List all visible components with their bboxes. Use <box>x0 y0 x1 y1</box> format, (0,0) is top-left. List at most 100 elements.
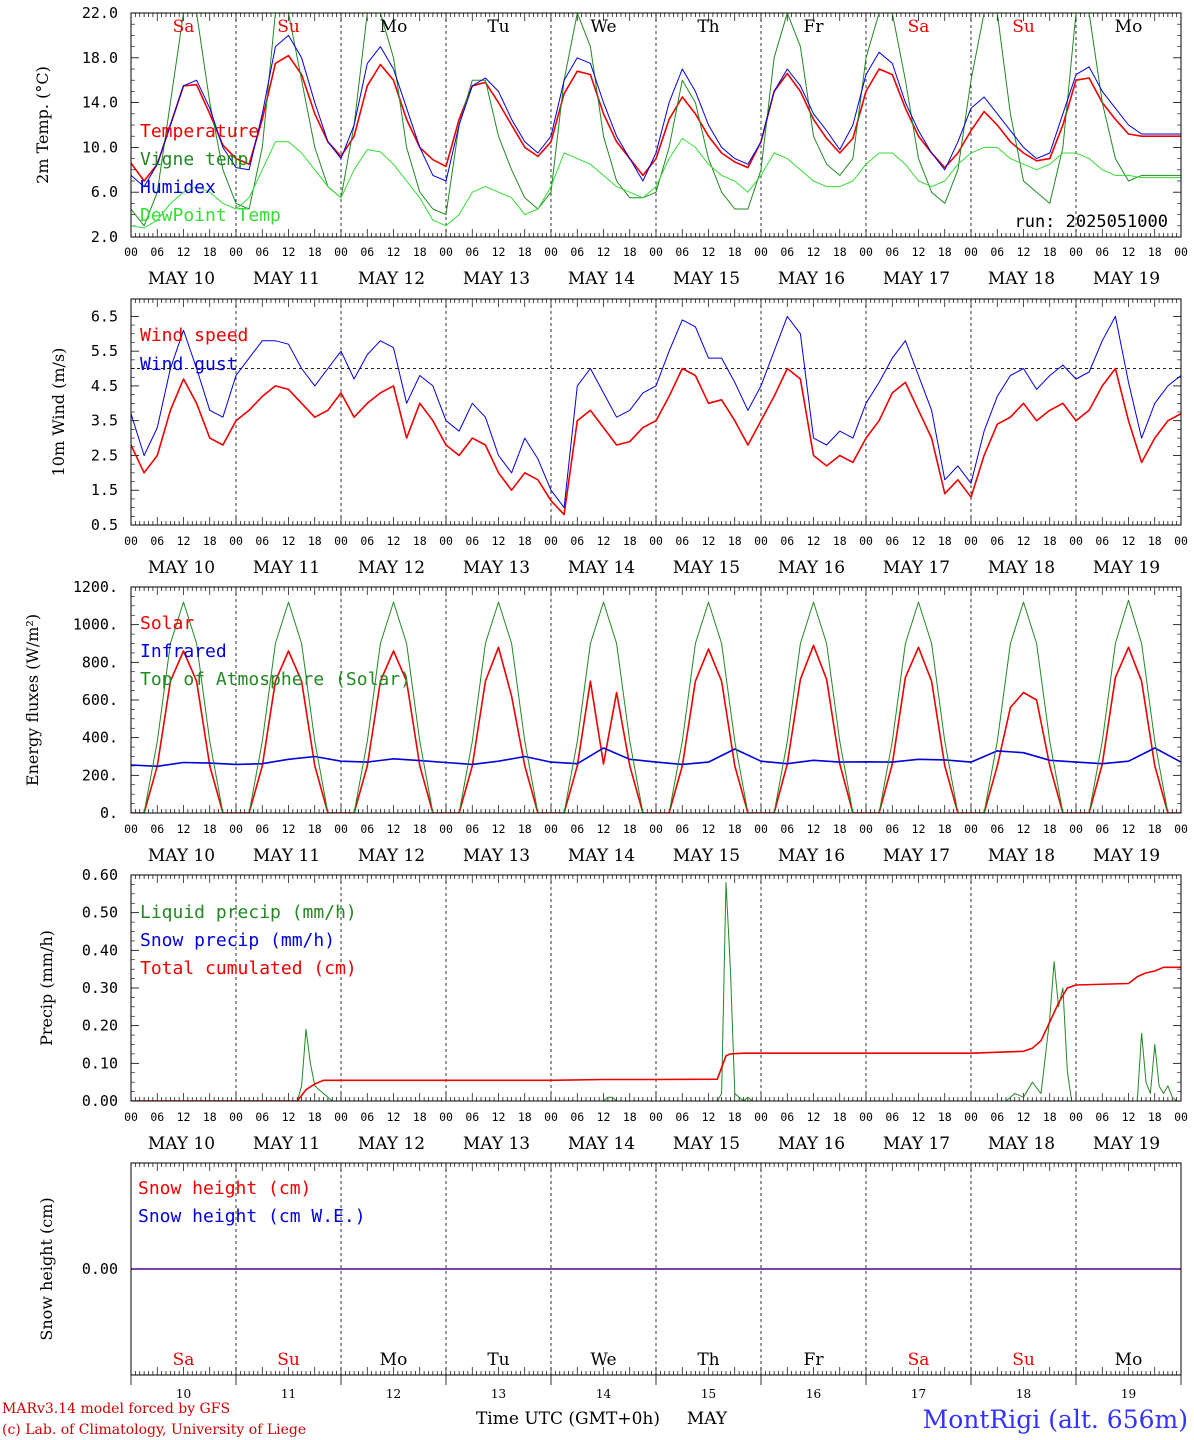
date-label: MAY 12 <box>358 846 425 866</box>
hour-tick-label: 18 <box>1148 534 1162 548</box>
hour-tick-label: 12 <box>492 822 506 836</box>
date-label: MAY 15 <box>673 269 740 289</box>
day-number: 17 <box>911 1387 926 1401</box>
hour-tick-label: 00 <box>754 534 768 548</box>
hour-tick-label: 06 <box>255 534 269 548</box>
hour-tick-label: 12 <box>177 822 191 836</box>
legend-entry: Humidex <box>140 177 216 198</box>
hour-tick-label: 00 <box>334 245 348 259</box>
hour-tick-label: 00 <box>1174 822 1188 836</box>
legend-entry: Solar <box>140 613 194 634</box>
y-tick-label: 18.0 <box>82 49 118 67</box>
hour-tick-label: 18 <box>308 1110 322 1124</box>
legend-entry: Snow height (cm W.E.) <box>138 1206 366 1227</box>
legend-entry: Snow precip (mm/h) <box>140 930 335 951</box>
date-label: MAY 11 <box>253 1134 320 1154</box>
hour-tick-label: 06 <box>150 245 164 259</box>
hour-tick-label: 00 <box>1069 822 1083 836</box>
y-tick-label: 6.5 <box>91 307 118 325</box>
hour-tick-label: 00 <box>754 1110 768 1124</box>
run-label: run: 2025051000 <box>1014 212 1168 232</box>
series-line-dewpoint-temp <box>131 137 1181 229</box>
hour-tick-label: 00 <box>439 822 453 836</box>
hour-tick-label: 00 <box>439 245 453 259</box>
hour-tick-label: 12 <box>1017 534 1031 548</box>
station-label: MontRigi (alt. 656m) <box>923 1405 1188 1434</box>
hour-tick-label: 12 <box>492 534 506 548</box>
hour-tick-label: 06 <box>990 822 1004 836</box>
hour-tick-label: 18 <box>938 1110 952 1124</box>
date-label: MAY 11 <box>253 558 320 578</box>
hour-tick-label: 06 <box>570 534 584 548</box>
hour-tick-label: 12 <box>177 1110 191 1124</box>
series-line-humidex <box>131 34 1181 188</box>
hour-tick-label: 00 <box>334 822 348 836</box>
y-tick-label: 4.5 <box>91 377 118 395</box>
series-line-wind-speed <box>131 367 1181 516</box>
hour-tick-label: 18 <box>518 534 532 548</box>
hour-tick-label: 00 <box>649 822 663 836</box>
hour-tick-label: 12 <box>702 1110 716 1124</box>
hour-tick-label: 06 <box>360 534 374 548</box>
hour-tick-label: 12 <box>492 245 506 259</box>
series-line-wind-gust <box>131 315 1181 509</box>
hour-tick-label: 00 <box>229 245 243 259</box>
y-tick-label: 14.0 <box>82 94 118 112</box>
hour-tick-label: 12 <box>177 534 191 548</box>
hour-tick-label: 00 <box>334 534 348 548</box>
hour-tick-label: 12 <box>807 245 821 259</box>
hour-tick-label: 06 <box>360 1110 374 1124</box>
hour-tick-label: 12 <box>702 245 716 259</box>
hour-tick-label: 06 <box>570 245 584 259</box>
hour-tick-label: 00 <box>1174 534 1188 548</box>
hour-tick-label: 00 <box>1174 1110 1188 1124</box>
date-label: MAY 12 <box>358 269 425 289</box>
legend-entry: DewPoint Temp <box>140 205 281 226</box>
y-axis-title: 10m Wind (m/s) <box>49 348 68 477</box>
legend-entry: Temperature <box>140 121 259 142</box>
date-label: MAY 19 <box>1093 1134 1160 1154</box>
date-label: MAY 12 <box>358 558 425 578</box>
date-label: MAY 17 <box>883 1134 950 1154</box>
date-label: MAY 11 <box>253 846 320 866</box>
plot-frame <box>130 586 1182 814</box>
hour-tick-label: 06 <box>885 822 899 836</box>
hour-tick-label: 00 <box>544 245 558 259</box>
legend-entry: Total cumulated (cm) <box>140 958 357 979</box>
hour-tick-label: 18 <box>518 245 532 259</box>
hour-tick-label: 06 <box>150 1110 164 1124</box>
hour-tick-label: 00 <box>859 245 873 259</box>
legend-entry: Top of Atmosphere (Solar) <box>140 669 411 690</box>
x-ticks <box>130 13 1182 237</box>
hour-tick-label: 18 <box>833 1110 847 1124</box>
hour-tick-label: 18 <box>308 534 322 548</box>
hour-tick-label: 06 <box>255 245 269 259</box>
plot-frame <box>130 12 1182 238</box>
hour-tick-label: 18 <box>413 822 427 836</box>
weekday-label-bottom: Mo <box>380 1350 408 1370</box>
hour-tick-label: 00 <box>964 245 978 259</box>
hour-tick-label: 12 <box>387 1110 401 1124</box>
panel-precip: 0.00 0.10 0.20 0.30 0.40 0.50 0.60 Precip (mm/h… <box>37 866 1188 1154</box>
hour-tick-label: 12 <box>807 1110 821 1124</box>
y-tick-label: 0.60 <box>82 866 118 884</box>
hour-tick-label: 18 <box>413 534 427 548</box>
legend-entry: Wind gust <box>140 354 238 375</box>
date-label: MAY 13 <box>463 269 530 289</box>
y-tick-label: 0.20 <box>82 1017 118 1035</box>
date-label: MAY 18 <box>988 1134 1055 1154</box>
date-label: MAY 10 <box>148 558 215 578</box>
weekday-label-bottom: Mo <box>1115 1350 1143 1370</box>
hour-tick-label: 12 <box>912 245 926 259</box>
day-number: 15 <box>701 1387 716 1401</box>
hour-tick-label: 18 <box>623 245 637 259</box>
hour-tick-label: 06 <box>465 822 479 836</box>
y-tick-label: 2.5 <box>91 446 118 464</box>
hour-tick-label: 12 <box>177 245 191 259</box>
hour-tick-label: 12 <box>282 245 296 259</box>
x-axis-month: MAY <box>687 1409 728 1429</box>
date-label: MAY 16 <box>778 269 845 289</box>
weekday-label-bottom: Sa <box>908 1350 930 1370</box>
hour-tick-label: 12 <box>597 245 611 259</box>
weekday-label-top: Su <box>277 17 300 37</box>
